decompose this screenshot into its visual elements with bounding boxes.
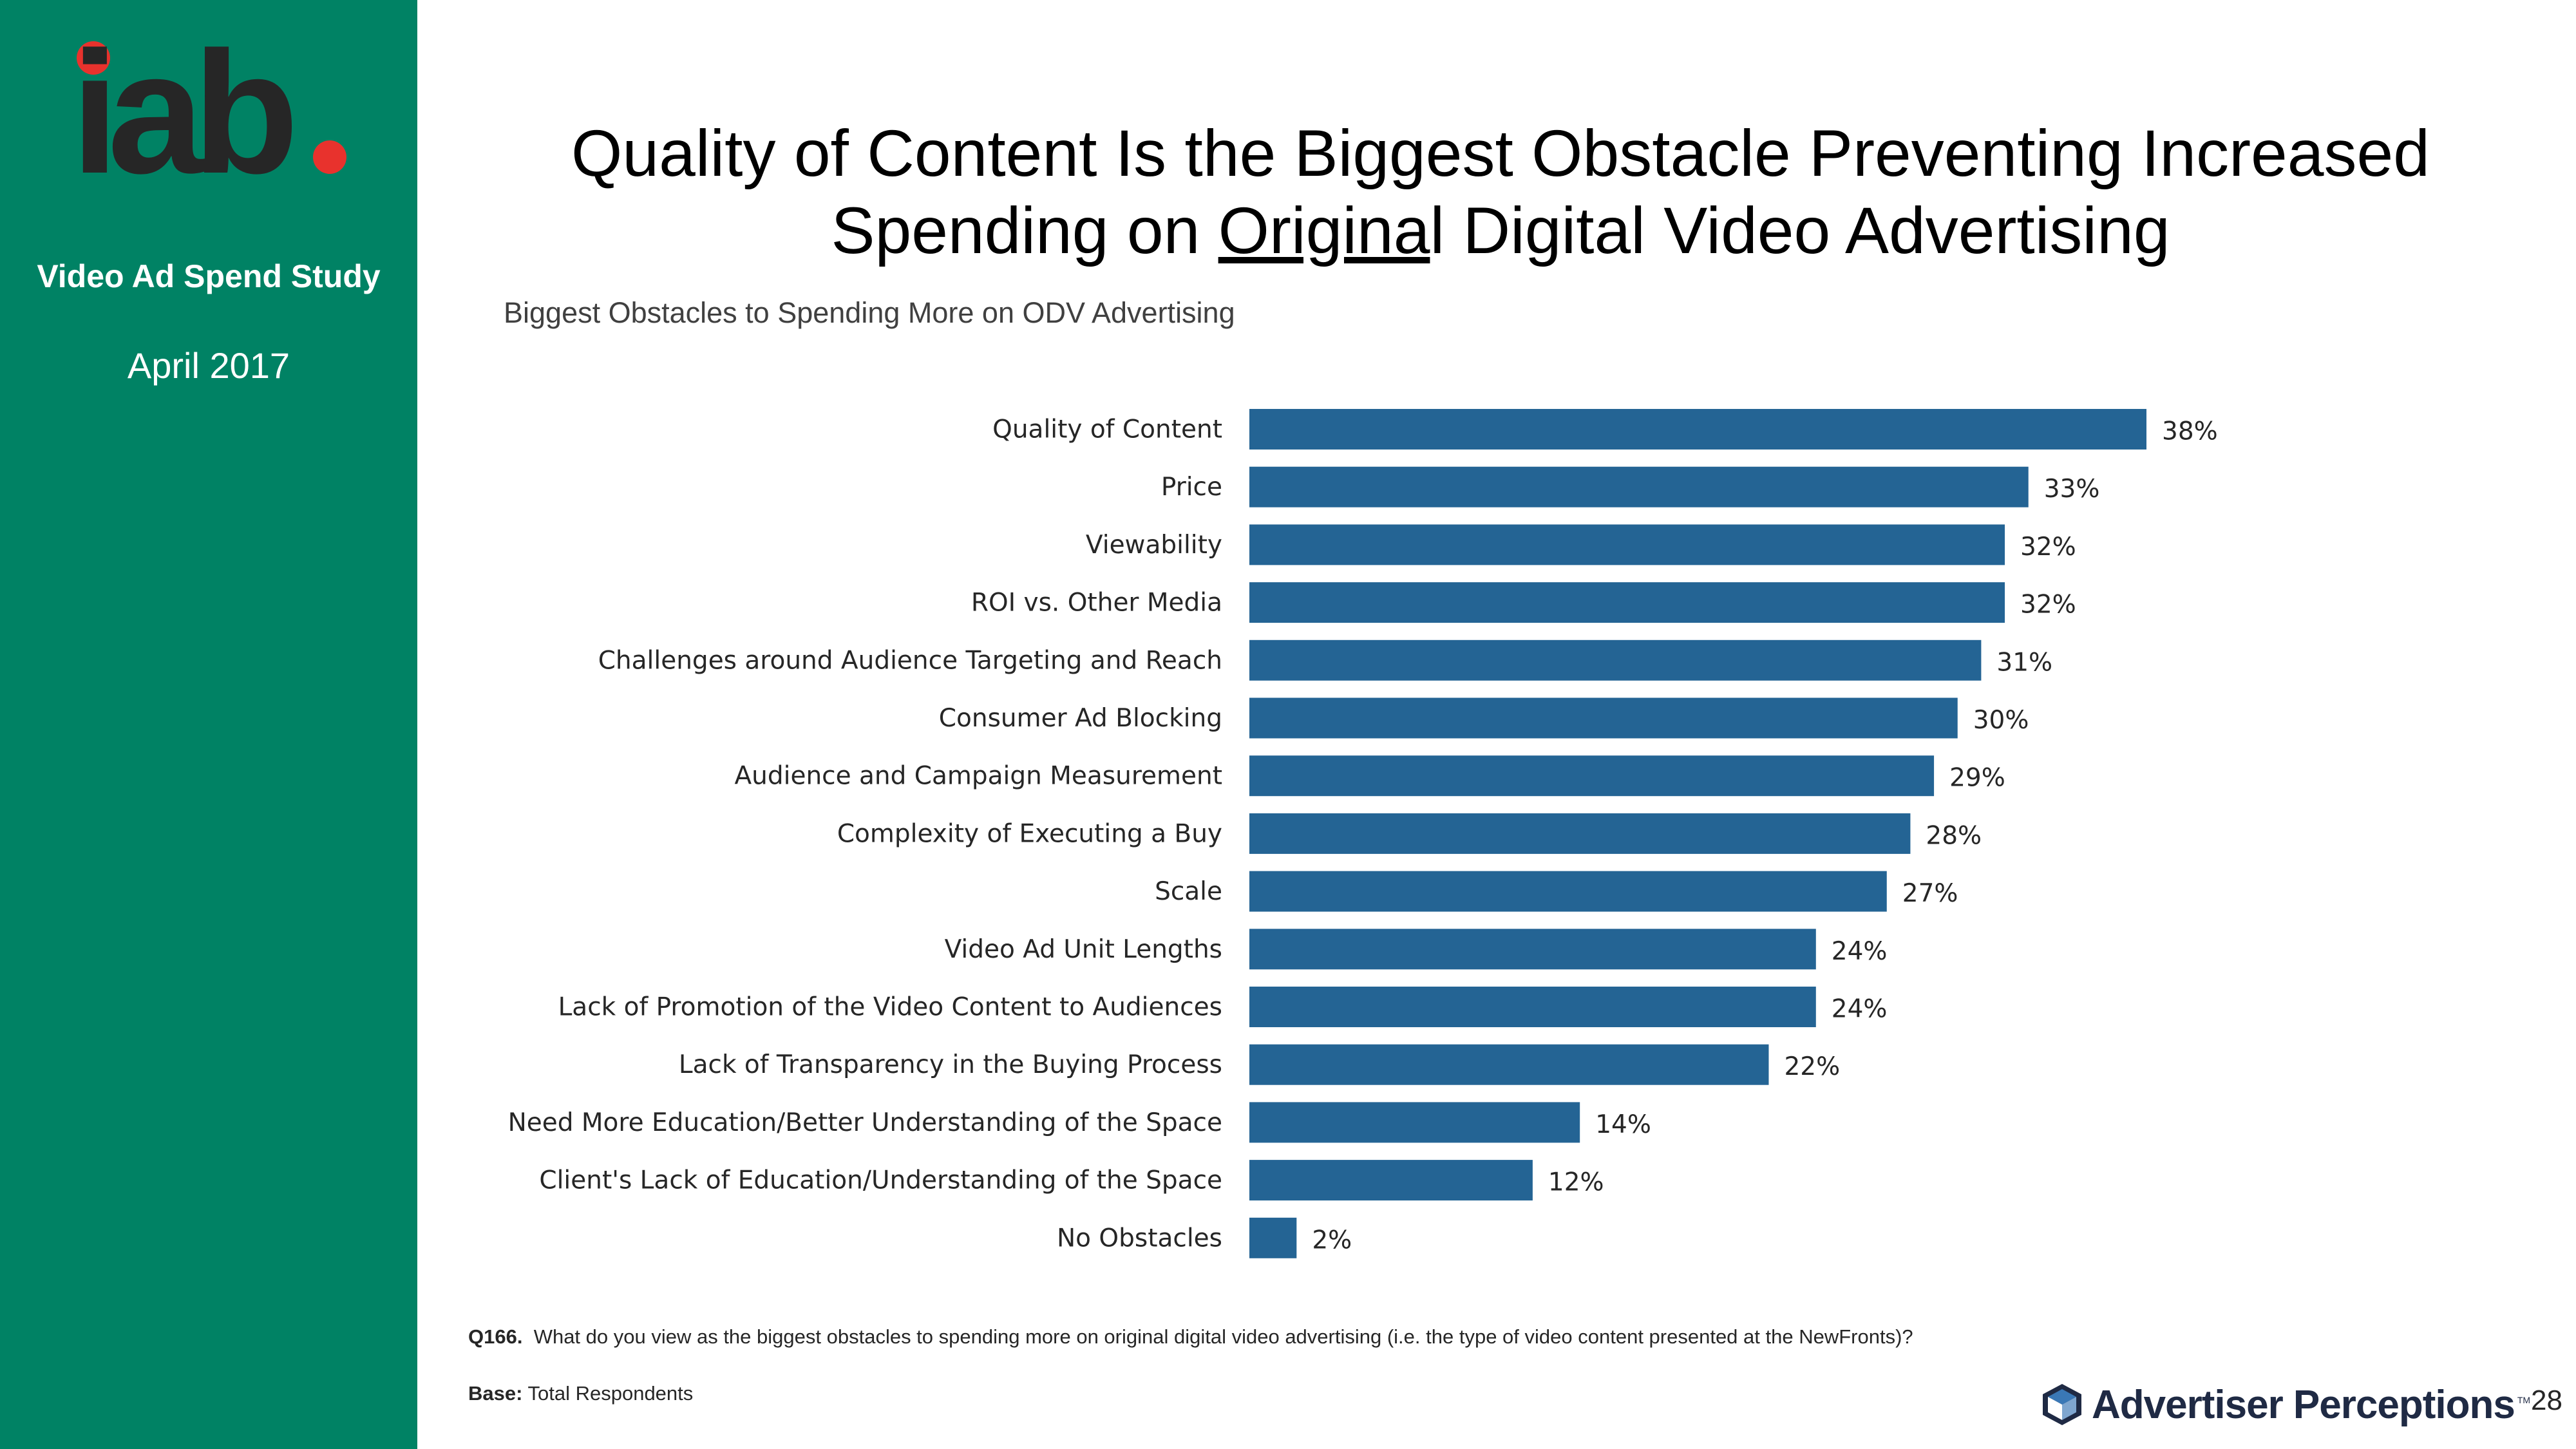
study-date: April 2017	[127, 345, 290, 386]
data-label: 29%	[1949, 764, 2005, 793]
footnote-question: Q166. What do you view as the biggest ob…	[468, 1324, 1943, 1350]
bar	[1249, 871, 1887, 912]
data-label: 31%	[1996, 648, 2052, 677]
bar	[1249, 639, 1982, 681]
bar	[1249, 987, 1816, 1027]
category-label: Viewability	[1086, 531, 1222, 560]
category-label: Scale	[1155, 877, 1222, 906]
study-title: Video Ad Spend Study	[37, 258, 381, 294]
data-label: 38%	[2162, 417, 2218, 446]
page-title-emphasis: Origina	[1218, 194, 1430, 267]
bar	[1249, 1044, 1769, 1085]
category-label: No Obstacles	[1057, 1224, 1222, 1253]
bar	[1249, 813, 1911, 854]
brand-logo: Advertiser Perceptions TM	[2040, 1376, 2530, 1434]
bar	[1249, 409, 2146, 450]
category-label: Challenges around Audience Targeting and…	[598, 646, 1222, 675]
bar	[1249, 1160, 1533, 1201]
bar	[1249, 1102, 1580, 1143]
footnote-base: Base: Total Respondents	[468, 1382, 693, 1405]
data-label: 2%	[1312, 1226, 1352, 1255]
page-title: Quality of Content Is the Biggest Obstac…	[489, 115, 2512, 269]
category-label: Video Ad Unit Lengths	[945, 935, 1222, 964]
data-label: 30%	[1973, 706, 2029, 735]
bar	[1249, 929, 1816, 970]
page-number: 28	[2531, 1385, 2562, 1416]
category-label: Price	[1161, 473, 1222, 502]
category-label: Audience and Campaign Measurement	[734, 762, 1222, 791]
data-label: 32%	[2020, 591, 2076, 620]
iab-logo: iab	[71, 16, 346, 193]
data-label: 24%	[1832, 995, 1888, 1024]
bar	[1249, 582, 2005, 623]
data-label: 12%	[1548, 1168, 1604, 1197]
sidebar: iab Video Ad Spend Study April 2017	[0, 0, 417, 1449]
footnote-question-text: What do you view as the biggest obstacle…	[533, 1325, 1913, 1348]
data-label: 28%	[1926, 821, 1982, 850]
category-label: Client's Lack of Education/Understanding…	[539, 1166, 1222, 1195]
data-label: 14%	[1595, 1110, 1651, 1139]
chart-title: Biggest Obstacles to Spending More on OD…	[504, 296, 1235, 329]
data-label: 32%	[2020, 533, 2076, 562]
brand-trademark: TM	[2517, 1395, 2531, 1405]
footnote-question-label: Q166.	[468, 1325, 523, 1348]
bar	[1249, 755, 1935, 797]
data-label: 22%	[1784, 1052, 1840, 1081]
category-label: Lack of Promotion of the Video Content t…	[558, 993, 1222, 1022]
category-label: Lack of Transparency in the Buying Proce…	[679, 1050, 1222, 1079]
brand-name: Advertiser Perceptions	[2092, 1382, 2515, 1427]
page-title-line-2: Spending on Original Digital Video Adver…	[489, 192, 2512, 269]
category-label: Need More Education/Better Understanding…	[508, 1108, 1222, 1137]
cube-icon	[2043, 1384, 2081, 1425]
page-title-line-1: Quality of Content Is the Biggest Obstac…	[571, 117, 2430, 190]
category-label: Consumer Ad Blocking	[939, 704, 1222, 733]
category-label: Complexity of Executing a Buy	[837, 819, 1222, 848]
bar	[1249, 697, 1958, 739]
page-title-suffix: l Digital Video Advertising	[1430, 194, 2170, 267]
bar	[1249, 1217, 1297, 1258]
data-label: 27%	[1902, 879, 1958, 908]
page-title-prefix: Spending on	[831, 194, 1218, 267]
bar	[1249, 524, 2005, 565]
footnote-base-text: Total Respondents	[527, 1382, 694, 1405]
bar	[1249, 466, 2029, 507]
data-label: 24%	[1832, 937, 1888, 966]
svg-text:iab: iab	[71, 16, 293, 193]
category-label: Quality of Content	[992, 415, 1222, 444]
footnote-base-label: Base:	[468, 1382, 523, 1405]
data-label: 33%	[2044, 475, 2100, 504]
category-label: ROI vs. Other Media	[971, 589, 1222, 618]
